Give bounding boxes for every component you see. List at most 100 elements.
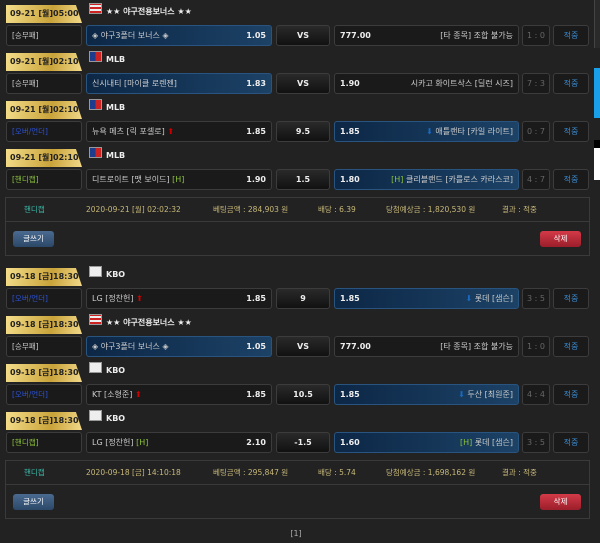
home-odds: 1.85 (246, 294, 266, 303)
home-team: 신시내티 [마이클 로렌젠] (92, 79, 177, 88)
write-button[interactable]: 글쓰기 (13, 494, 54, 510)
home-pick[interactable]: ◈ 야구3폴더 보너스 ◈ 1.05 (86, 25, 272, 46)
league-name: MLB (106, 103, 126, 112)
home-odds: 1.85 (246, 127, 266, 136)
score: 4 : 4 (522, 384, 550, 405)
mlb-logo-icon (89, 147, 102, 158)
summary-type: 핸디캡 (24, 205, 45, 214)
summary-type: 핸디캡 (24, 468, 45, 477)
home-odds: 1.85 (246, 390, 266, 399)
game-header: 09-18 [금]18:30 KBO (0, 263, 592, 287)
home-team: 뉴욕 메츠 [릭 포셀로] (92, 127, 165, 136)
summary-amount: 베팅금액 : 284,903 원 (213, 205, 289, 214)
kbo-logo-icon (89, 362, 102, 373)
home-odds: 1.05 (246, 31, 266, 40)
home-team: ◈ 야구3폴더 보너스 ◈ (92, 342, 169, 351)
score: 7 : 3 (522, 73, 550, 94)
summary-expected: 당첨예상금 : 1,698,162 원 (386, 468, 476, 477)
bet-type: [승무패] (6, 25, 82, 46)
league-name: KBO (106, 414, 126, 423)
score: 3 : 5 (522, 432, 550, 453)
mlb-logo-icon (89, 99, 102, 110)
league-name: KBO (106, 366, 126, 375)
bet-row: [오버/언더] 뉴욕 메츠 [릭 포셀로] ⬆ 1.85 9.5 1.85 ⬇ 애틀… (0, 120, 592, 144)
away-odds: 777.00 (340, 342, 371, 351)
slip-summary-panel: 핸디캡 2020-09-18 [금] 14:10:18 베팅금액 : 295,8… (5, 460, 590, 519)
away-pick[interactable]: 1.90 시카고 화이트삭스 [딜런 시즈] (334, 73, 519, 94)
bet-row: [승무패] ◈ 야구3폴더 보너스 ◈ 1.05 VS 777.00 [타 종목… (0, 335, 592, 359)
bet-row: [핸디캡] 디트로이트 [맷 보이드] [H] 1.90 1.5 1.80 [H] … (0, 168, 592, 192)
away-odds: 1.60 (340, 438, 360, 447)
score: 0 : 7 (522, 121, 550, 142)
home-odds: 2.10 (246, 438, 266, 447)
game-date: 09-21 [월]02:10 (6, 149, 82, 167)
home-team: KT [소형준] (92, 390, 133, 399)
summary-odds: 배당 : 6.39 (318, 205, 356, 214)
side-banner[interactable] (594, 68, 600, 118)
side-scroll-strip (594, 0, 600, 48)
delete-button[interactable]: 삭제 (540, 494, 581, 510)
home-pick[interactable]: 신시내티 [마이클 로렌젠] 1.83 (86, 73, 272, 94)
away-pick[interactable]: 1.85 ⬇ 롯데 [샘슨] (334, 288, 519, 309)
bet-type: [핸디캡] (6, 169, 82, 190)
away-odds: 777.00 (340, 31, 371, 40)
summary-datetime: 2020-09-18 [금] 14:10:18 (86, 468, 181, 477)
bet-row: [승무패] 신시내티 [마이클 로렌젠] 1.83 VS 1.90 시카고 화이… (0, 72, 592, 96)
away-team: 롯데 [샘슨] (474, 438, 513, 447)
away-pick[interactable]: 1.85 ⬇ 애틀랜타 [카일 라이트] (334, 121, 519, 142)
side-banner[interactable] (594, 140, 600, 180)
score: 1 : 0 (522, 336, 550, 357)
away-pick[interactable]: 777.00 [타 종목] 조합 불가능 (334, 336, 519, 357)
score: 1 : 0 (522, 25, 550, 46)
bet-row: [오버/언더] LG [정찬헌] ⬆ 1.85 9 1.85 ⬇ 롯데 [샘슨] 3… (0, 287, 592, 311)
write-button[interactable]: 글쓰기 (13, 231, 54, 247)
up-arrow-icon: ⬆ (167, 127, 175, 136)
away-odds: 1.80 (340, 175, 360, 184)
summary-datetime: 2020-09-21 [월] 02:02:32 (86, 205, 181, 214)
delete-button[interactable]: 삭제 (540, 231, 581, 247)
home-pick[interactable]: ◈ 야구3폴더 보너스 ◈ 1.05 (86, 336, 272, 357)
away-team: 애틀랜타 [카일 라이트] (435, 127, 513, 136)
home-pick[interactable]: 디트로이트 [맷 보이드] [H] 1.90 (86, 169, 272, 190)
home-pick[interactable]: 뉴욕 메츠 [릭 포셀로] ⬆ 1.85 (86, 121, 272, 142)
result-badge: 적중 (553, 432, 589, 453)
kbo-logo-icon (89, 410, 102, 421)
game-date: 09-21 [월]02:10 (6, 101, 82, 119)
bonus-logo-icon (89, 3, 102, 14)
down-arrow-icon: ⬇ (458, 390, 465, 399)
game-date: 09-18 [금]18:30 (6, 364, 82, 382)
away-odds: 1.85 (340, 390, 360, 399)
home-pick[interactable]: KT [소형준] ⬆ 1.85 (86, 384, 272, 405)
score: 3 : 5 (522, 288, 550, 309)
away-pick[interactable]: 1.85 ⬇ 두산 [최원준] (334, 384, 519, 405)
game-header: 09-18 [금]18:30 ★★ 야구전용보너스 ★★ (0, 311, 592, 335)
home-pick[interactable]: LG [정찬헌] ⬆ 1.85 (86, 288, 272, 309)
league-name: KBO (106, 270, 126, 279)
result-badge: 적중 (553, 25, 589, 46)
mid-value: 1.5 (276, 169, 330, 190)
bet-row: [오버/언더] KT [소형준] ⬆ 1.85 10.5 1.85 ⬇ 두산 [최원… (0, 383, 592, 407)
bet-row: [승무패] ◈ 야구3폴더 보너스 ◈ 1.05 VS 777.00 [타 종목… (0, 24, 592, 48)
game-date: 09-21 [월]02:10 (6, 53, 82, 71)
game-date: 09-18 [금]18:30 (6, 412, 82, 430)
home-pick[interactable]: LG [정찬헌] [H] 2.10 (86, 432, 272, 453)
league-name: MLB (106, 151, 126, 160)
league-name: ★★ 야구전용보너스 ★★ (106, 318, 192, 327)
away-team: 롯데 [샘슨] (474, 294, 513, 303)
away-pick[interactable]: 1.80 [H] 클리블랜드 [카를로스 카라스코] (334, 169, 519, 190)
away-team: 클리블랜드 [카를로스 카라스코] (405, 175, 513, 184)
away-pick[interactable]: 1.60 [H] 롯데 [샘슨] (334, 432, 519, 453)
up-arrow-icon: ⬆ (134, 390, 142, 399)
result-badge: 적중 (553, 169, 589, 190)
mlb-logo-icon (89, 51, 102, 62)
away-pick[interactable]: 777.00 [타 종목] 조합 불가능 (334, 25, 519, 46)
game-date: 09-18 [금]18:30 (6, 268, 82, 286)
bet-type: [승무패] (6, 336, 82, 357)
game-date: 09-21 [월]05:00 (6, 5, 82, 23)
mid-value: VS (276, 25, 330, 46)
home-odds: 1.05 (246, 342, 266, 351)
game-date: 09-18 [금]18:30 (6, 316, 82, 334)
game-header: 09-21 [월]02:10 MLB (0, 96, 592, 120)
kbo-logo-icon (89, 266, 102, 277)
pagination[interactable]: [1] (290, 529, 302, 538)
